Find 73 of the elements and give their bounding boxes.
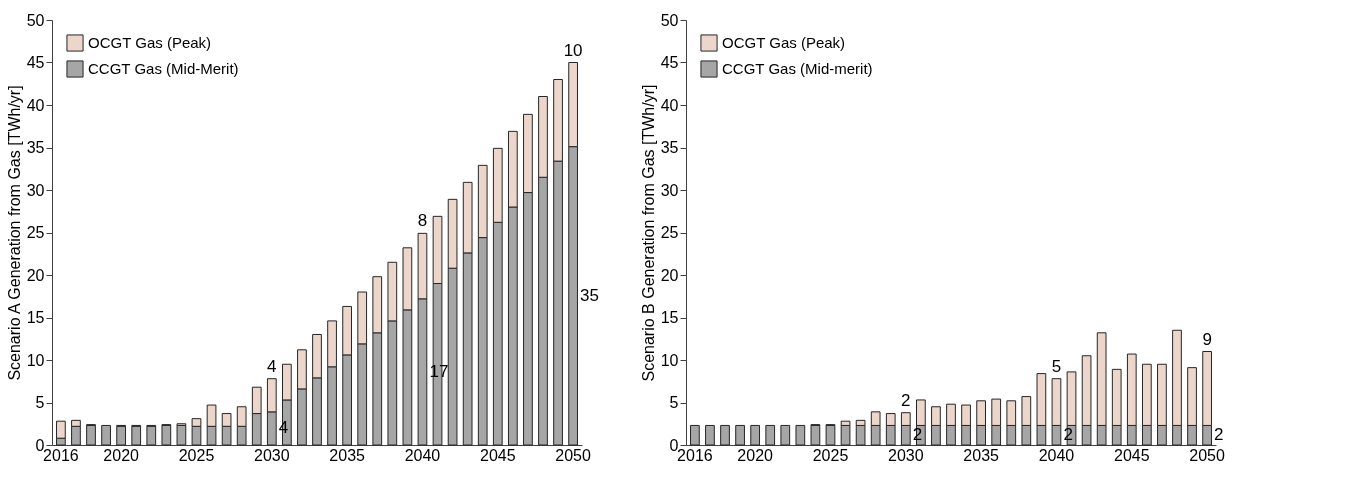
y-tick-label: 20 — [660, 266, 679, 284]
data-label: 8 — [417, 211, 428, 231]
y-tick-label: 5 — [35, 394, 45, 411]
data-label: 4 — [267, 356, 277, 376]
y-tick-label: 35 — [26, 139, 45, 156]
x-tick-label: 2050 — [1189, 446, 1226, 464]
data-label: 2 — [1214, 425, 1224, 445]
y-tick-label: 30 — [26, 181, 45, 199]
y-tick-label: 35 — [660, 139, 679, 156]
y-axis-title: Scenario A Generation from Gas [TWh/yr] — [5, 85, 23, 381]
x-tick-label: 2025 — [178, 446, 215, 464]
bar — [146, 425, 157, 446]
y-axis-title: Scenario B Generation from Gas [TWh/yr] — [639, 84, 657, 382]
y-tick-label: 45 — [26, 54, 45, 71]
x-tick-label: 2035 — [329, 446, 366, 464]
bar — [176, 424, 187, 446]
x-tick-label: 2016 — [677, 446, 713, 464]
bar — [116, 425, 127, 446]
bar — [825, 424, 836, 446]
bar — [855, 424, 866, 446]
bar — [720, 424, 730, 446]
y-tick-label: 15 — [660, 309, 679, 326]
data-label: 2 — [901, 390, 911, 410]
bar — [795, 424, 806, 446]
bar — [735, 424, 745, 446]
bar — [810, 424, 821, 446]
bar — [780, 424, 791, 446]
data-label: 9 — [1202, 329, 1212, 349]
x-tick-label: 2040 — [1038, 446, 1075, 464]
data-label: 5 — [1051, 356, 1062, 376]
bar — [840, 424, 851, 446]
x-tick-label: 2030 — [888, 446, 924, 464]
data-label: 17 — [429, 361, 449, 381]
y-tick-label: 10 — [26, 351, 45, 369]
x-tick-label: 2016 — [43, 446, 79, 464]
y-tick-label: 25 — [26, 224, 45, 241]
data-label: 2 — [1063, 425, 1073, 445]
bar — [86, 424, 96, 446]
x-tick-label: 2040 — [404, 446, 441, 464]
legend-label: OCGT Gas (Peak) — [722, 34, 846, 51]
y-tick-label: 30 — [660, 181, 679, 199]
y-tick-label: 40 — [660, 96, 679, 114]
x-tick-label: 2045 — [1113, 446, 1150, 464]
bar — [131, 425, 142, 446]
y-tick-label: 15 — [26, 309, 45, 326]
x-tick-label: 2050 — [555, 446, 592, 464]
bar — [750, 424, 761, 446]
y-tick-label: 45 — [660, 54, 679, 71]
bar — [101, 424, 111, 446]
bar — [161, 424, 172, 446]
y-tick-label: 40 — [26, 96, 45, 114]
y-tick-label: 5 — [669, 394, 679, 411]
bar — [705, 424, 715, 446]
legend-label: CCGT Gas (Mid-merit) — [722, 60, 873, 77]
bar — [690, 424, 700, 446]
bar — [765, 424, 776, 446]
y-tick-label: 0 — [35, 436, 45, 454]
legend-label: OCGT Gas (Peak) — [88, 34, 212, 51]
y-tick-label: 25 — [660, 224, 679, 241]
y-tick-label: 10 — [660, 351, 679, 369]
y-tick-label: 0 — [669, 436, 679, 454]
x-tick-label: 2020 — [103, 446, 140, 464]
data-label: 35 — [580, 285, 600, 305]
data-label: 10 — [563, 40, 583, 60]
y-tick-label: 20 — [26, 266, 45, 284]
x-tick-label: 2045 — [479, 446, 516, 464]
x-tick-label: 2020 — [737, 446, 774, 464]
y-tick-label: 50 — [660, 11, 679, 29]
legend-label: CCGT Gas (Mid-Merit) — [88, 60, 239, 77]
x-tick-label: 2030 — [254, 446, 290, 464]
y-tick-label: 50 — [26, 11, 45, 29]
x-tick-label: 2035 — [963, 446, 1000, 464]
x-tick-label: 2025 — [812, 446, 849, 464]
